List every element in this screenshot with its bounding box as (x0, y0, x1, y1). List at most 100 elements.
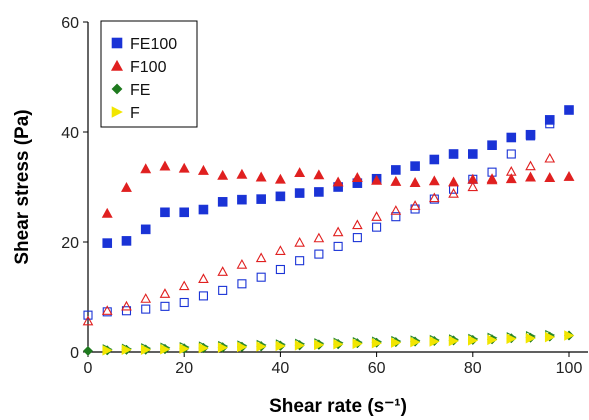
point-fe100-filled (506, 132, 517, 143)
point-f100-filled (140, 163, 152, 174)
point-f-filled (448, 335, 459, 347)
point-f100-filled (197, 164, 209, 175)
legend-marker-f (111, 106, 123, 118)
point-f100-filled (178, 162, 190, 173)
legend-label-fe: FE (130, 82, 150, 99)
point-f-filled (294, 340, 306, 351)
point-f100-open (313, 232, 325, 243)
point-f100-filled (467, 173, 479, 184)
point-f100-open (428, 192, 440, 203)
point-f100-open (140, 293, 152, 303)
point-fe100-open (429, 194, 439, 204)
point-f100-filled (544, 172, 556, 182)
point-f100-filled (294, 167, 306, 178)
point-fe100-filled (410, 161, 420, 171)
point-fe100-filled (294, 188, 305, 198)
point-fe100-filled (391, 165, 401, 175)
point-f100-open (217, 266, 229, 276)
point-f100-open (448, 188, 459, 198)
point-f-filled (410, 336, 421, 348)
point-fe100-open (198, 291, 208, 301)
x-tick-label: 20 (175, 360, 193, 377)
point-f100-open (275, 245, 286, 255)
legend-label-fe100: FE100 (130, 36, 177, 53)
point-fe100-open (295, 256, 305, 266)
x-tick-label: 100 (556, 360, 583, 377)
point-f100-open (390, 205, 402, 215)
point-f-filled (391, 337, 402, 348)
point-fe100-open (121, 306, 132, 316)
point-f-filled (217, 342, 229, 353)
y-axis-title: Shear stress (Pa) (12, 109, 33, 264)
ticks: 0 20 40 60 80 100 0 20 40 60 (61, 15, 582, 377)
point-f100-filled (313, 169, 325, 180)
point-fe100-filled (140, 224, 151, 235)
point-f100-filled (217, 169, 229, 180)
point-fe100-filled (487, 140, 497, 150)
point-f100-filled (371, 174, 383, 185)
legend-marker-fe (111, 83, 123, 95)
point-f100-filled (351, 172, 363, 182)
point-f100-filled (274, 173, 286, 184)
point-f100-open (121, 300, 132, 311)
point-fe100-filled (160, 207, 170, 218)
point-fe100-open (256, 272, 266, 282)
point-f100-open (198, 273, 209, 284)
x-axis-title: Shear rate (s⁻¹) (269, 396, 407, 417)
legend-marker-f100 (110, 59, 124, 71)
y-tick-label: 20 (61, 235, 79, 252)
point-f100-filled (448, 176, 460, 187)
point-f-filled (564, 330, 575, 341)
point-f-filled (429, 336, 440, 347)
data-points (82, 105, 575, 356)
point-f-filled (333, 339, 344, 350)
x-tick-label: 60 (368, 360, 386, 377)
point-f100-open (178, 280, 190, 291)
point-f-filled (121, 344, 132, 356)
point-f-filled (256, 341, 267, 352)
point-f100-open (255, 252, 267, 263)
point-f100-open (544, 152, 556, 163)
point-fe100-filled (467, 149, 478, 159)
point-f100-filled (409, 177, 421, 187)
point-f100-open (236, 259, 248, 269)
point-f-filled (140, 344, 152, 356)
x-tick-label: 0 (84, 360, 93, 377)
point-fe100-filled (217, 197, 228, 207)
point-fe100-open (218, 285, 228, 295)
legend-label-f: F (130, 105, 140, 122)
point-fe100-filled (198, 204, 209, 215)
point-f100-filled (332, 176, 344, 187)
legend: FE100 F100 FE F (100, 20, 198, 128)
point-f-filled (275, 340, 286, 352)
point-f100-open (467, 181, 479, 192)
x-tick-label: 80 (464, 360, 482, 377)
point-f100-filled (159, 160, 171, 171)
series-f100 (82, 152, 575, 326)
series-fe100 (83, 105, 574, 320)
point-fe100-filled (102, 238, 113, 248)
point-fe100-filled (256, 194, 266, 204)
point-f100-filled (525, 171, 536, 182)
point-f-filled (506, 333, 517, 345)
point-f100-filled (486, 174, 498, 185)
point-fe100-filled (525, 129, 536, 140)
point-f100-open (294, 237, 305, 247)
point-f100-filled (121, 181, 132, 192)
point-f100-open (332, 226, 344, 237)
y-tick-label: 40 (61, 125, 79, 142)
point-fe100-filled (275, 191, 286, 202)
legend-marker-fe100 (111, 37, 123, 49)
point-fe100-open (102, 307, 112, 317)
point-fe100-open (314, 249, 324, 259)
point-f100-filled (505, 173, 517, 184)
point-fe100-filled (544, 115, 555, 125)
point-fe100-filled (429, 154, 440, 165)
point-f-filled (544, 331, 556, 343)
point-f100-open (525, 160, 536, 171)
point-fe100-open (352, 233, 362, 243)
point-f-filled (160, 344, 171, 355)
point-f-filled (102, 345, 113, 356)
point-f-filled (237, 341, 248, 353)
